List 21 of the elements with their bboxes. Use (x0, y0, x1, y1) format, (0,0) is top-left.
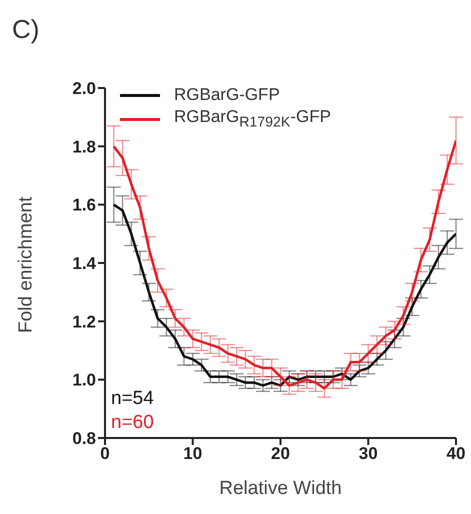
y-tick-label: 1.8 (72, 137, 96, 156)
y-axis-title: Fold enrichment (16, 196, 37, 333)
y-tick-label: 1.4 (72, 254, 97, 274)
x-tick-label: 20 (271, 444, 290, 464)
annotation: n=54 (111, 388, 154, 410)
chart-title: C) (12, 14, 40, 45)
y-tick-label: 1.2 (72, 312, 96, 332)
x-tick-label: 30 (358, 444, 378, 464)
line-series (112, 203, 456, 387)
y-tick-label: 1.0 (72, 370, 96, 390)
y-tick-label: 0.8 (72, 429, 96, 448)
legend-label: RGBarG$_{R1792K}$-GFP (174, 106, 331, 132)
x-axis-title: Relative Width (219, 478, 342, 499)
x-tick-label: 10 (183, 444, 202, 464)
line-series (112, 139, 456, 390)
x-tick-label: 40 (446, 444, 466, 464)
y-tick-label: 1.6 (72, 196, 96, 215)
x-tick-label: 0 (100, 444, 110, 464)
annotation: n=60 (111, 412, 154, 434)
legend-label: RGBarG-GFP (174, 84, 280, 106)
y-tick-label: 2.0 (72, 79, 96, 98)
